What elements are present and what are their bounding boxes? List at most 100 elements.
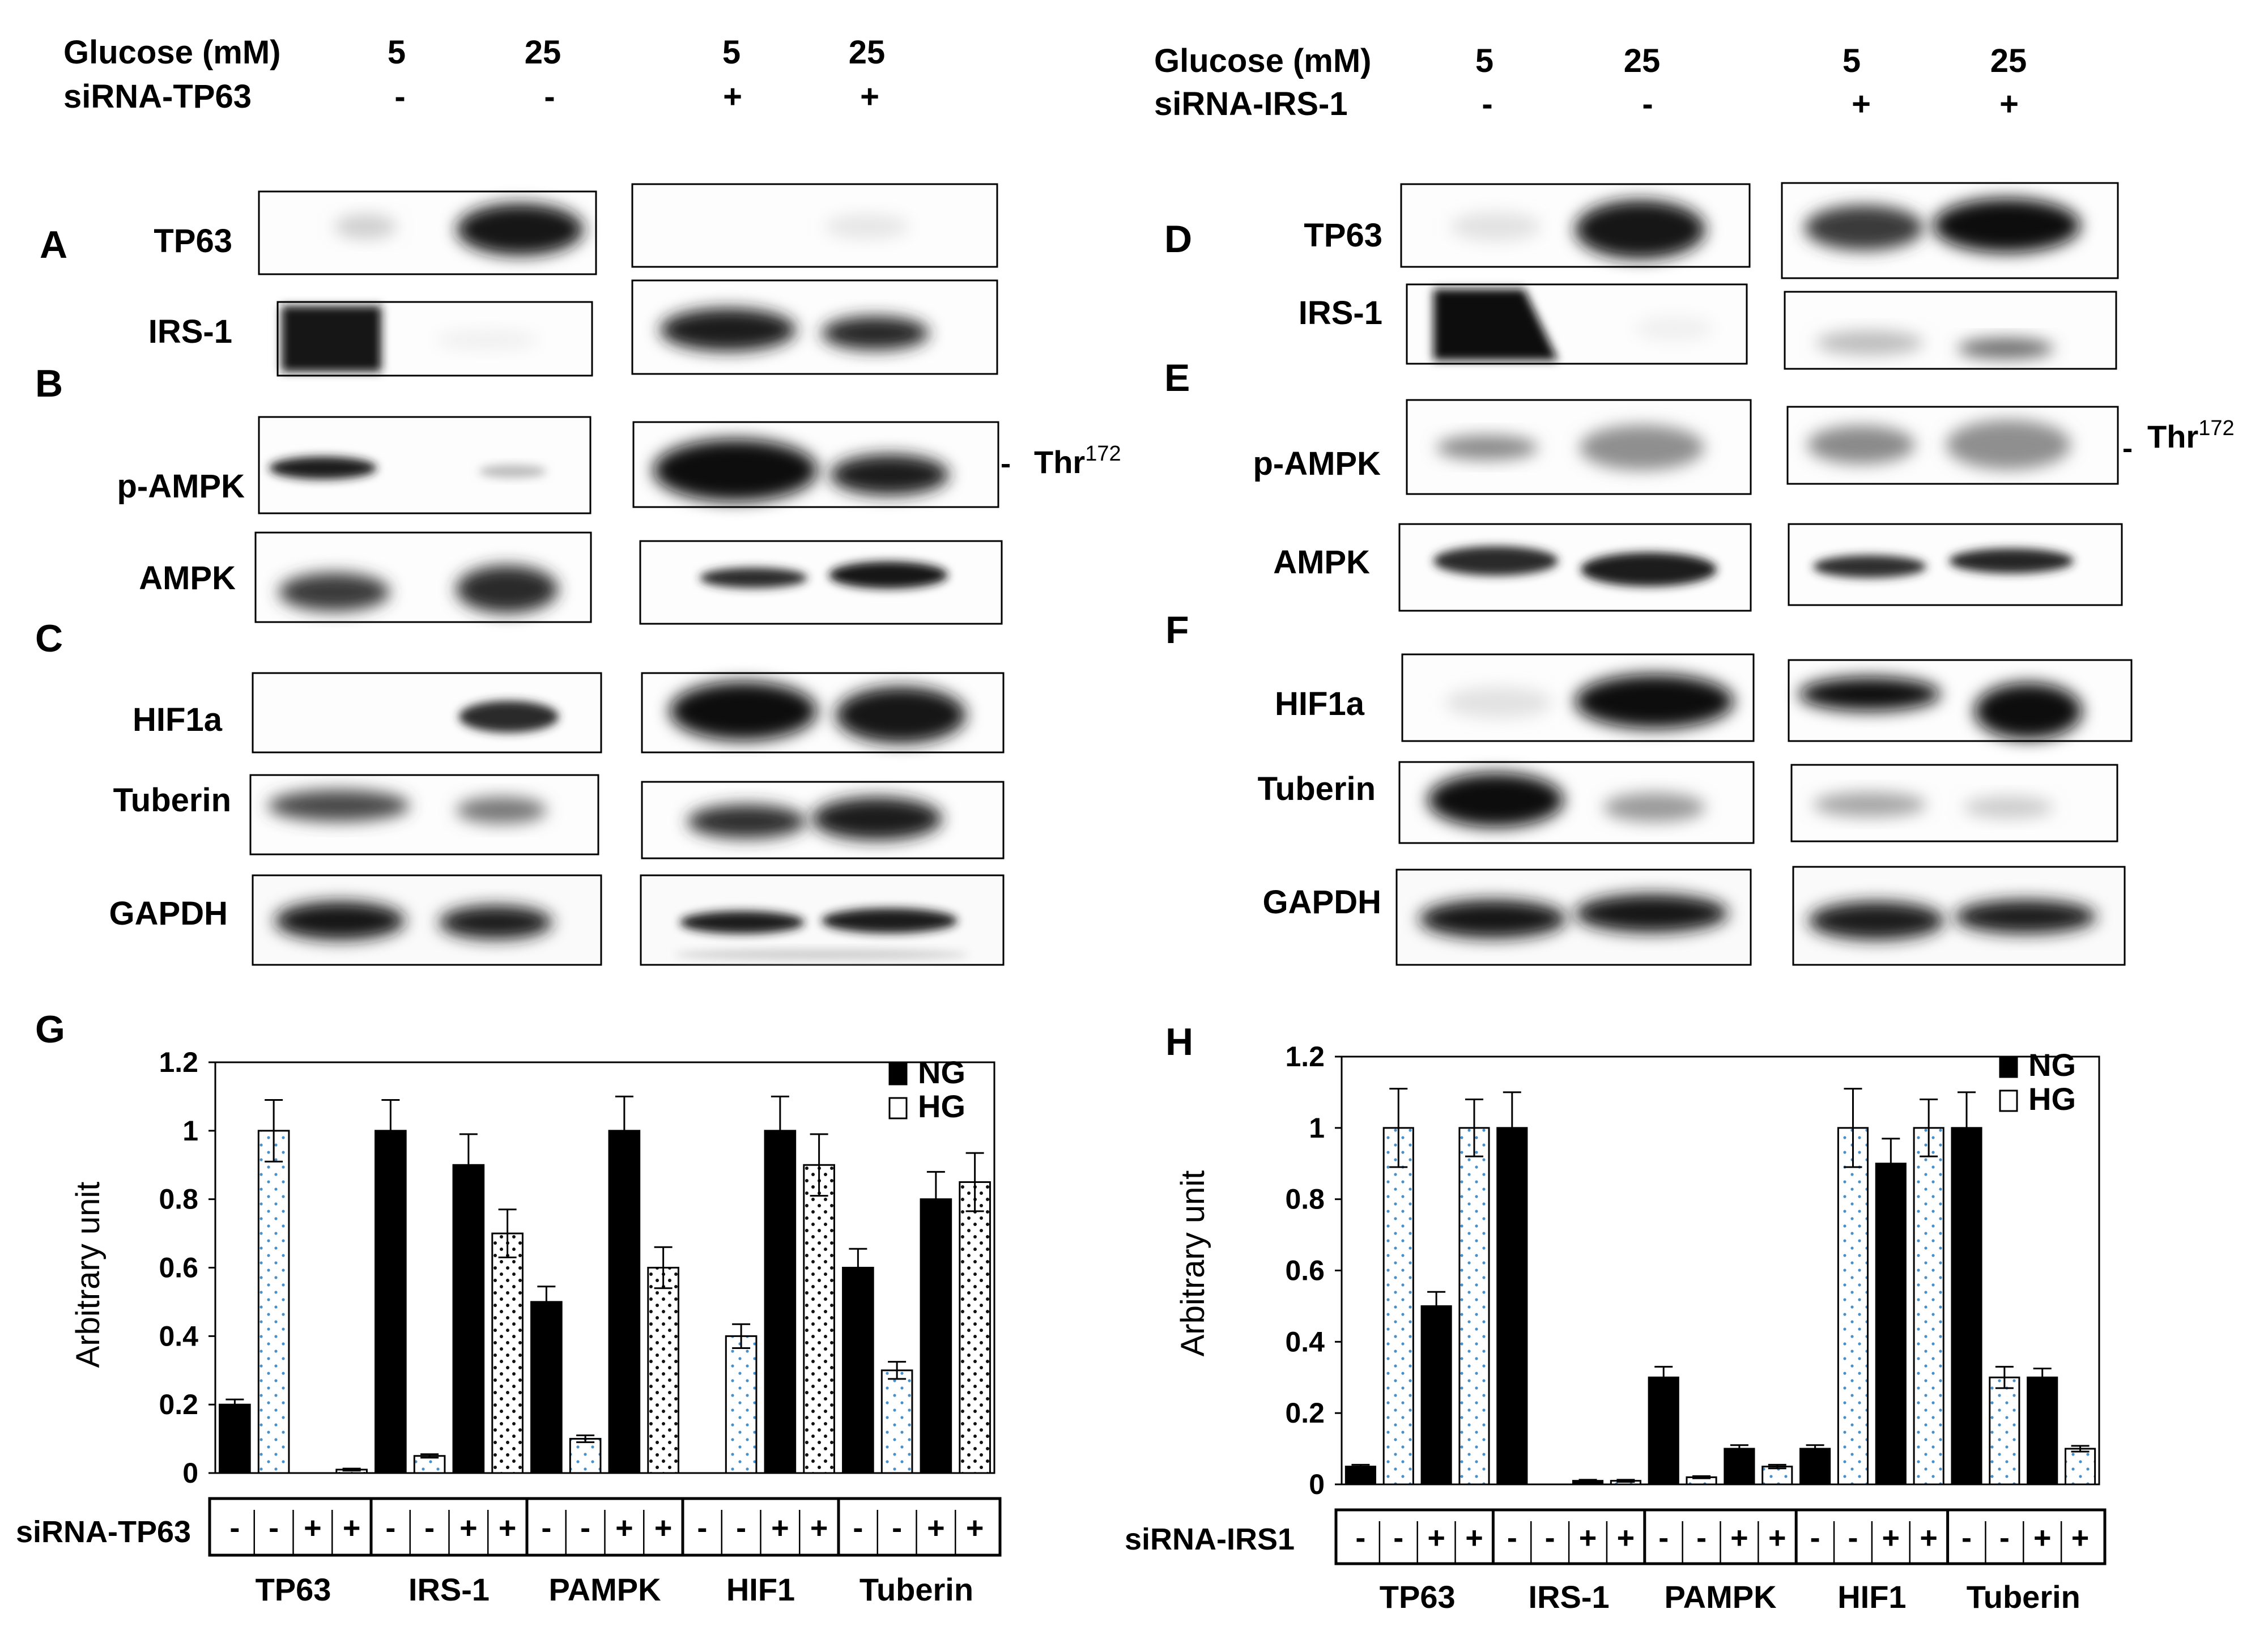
thr-label: Thr172 <box>1034 442 1121 480</box>
category-label: Tuberin <box>859 1572 973 1607</box>
sirna-row: - - + + - - + + - - + + - - + + - - + + <box>1334 1508 2107 1565</box>
legend-label: NG <box>918 1054 965 1090</box>
right-glucose-value: 25 <box>1990 42 2027 79</box>
right-glucose-value: 25 <box>1624 42 1661 79</box>
sirna-sign: - <box>1961 1521 1972 1555</box>
right-blots <box>1395 182 2133 966</box>
right-glucose-label: Glucose (mM) <box>1154 42 1372 79</box>
sirna-sign: - <box>580 1511 590 1545</box>
left-glucose-label: Glucose (mM) <box>63 34 281 71</box>
y-tick-label: 0.2 <box>159 1389 198 1420</box>
thr-label: Thr172 <box>2147 416 2235 454</box>
right-blot-labels: TP63 IRS-1 p-AMPK AMPK HIF1a Tuberin GAP… <box>1253 217 1382 921</box>
sirna-sign: + <box>1465 1521 1483 1555</box>
legend-swatch <box>888 1097 908 1120</box>
sirna-sign: + <box>2033 1521 2052 1555</box>
y-tick-label: 0 <box>182 1457 198 1489</box>
blot-image <box>1398 523 1752 612</box>
sirna-sign: - <box>541 1511 551 1545</box>
blot-image <box>1395 869 1752 966</box>
left-sirna-sign: - <box>544 78 555 115</box>
category-label: TP63 <box>1380 1579 1456 1615</box>
y-axis-label: Arbitrary unit <box>70 1182 107 1368</box>
sirna-sign: - <box>697 1511 707 1545</box>
chart-h: H Arbitrary unit 00.20.40.60.811.2 - - + + -… <box>1125 1020 2107 1615</box>
right-glucose-value: 5 <box>1843 42 1861 79</box>
y-tick-label: 0.4 <box>1285 1326 1325 1357</box>
blot-image <box>276 301 593 377</box>
sirna-sign: - <box>269 1511 279 1545</box>
sirna-sign: - <box>1658 1521 1669 1555</box>
left-sirna-label: siRNA-TP63 <box>63 78 252 115</box>
y-ticks: 0 0.2 0.4 0.6 0.8 1 1.2 <box>159 1046 215 1489</box>
panel-letter-c: C <box>35 617 63 660</box>
y-tick-label: 0.8 <box>159 1184 198 1215</box>
left-glucose-value: 5 <box>388 34 406 71</box>
sirna-sign: + <box>304 1511 322 1545</box>
blot-label-tuberin: Tuberin <box>113 782 231 819</box>
sirna-sign: - <box>1545 1521 1555 1555</box>
legend-label: HG <box>2028 1081 2076 1117</box>
panel-letter-b: B <box>35 362 63 405</box>
sirna-sign: - <box>1355 1521 1365 1555</box>
bar <box>452 1164 485 1474</box>
right-sirna-sign: - <box>1642 86 1653 122</box>
right-glucose-value: 5 <box>1475 42 1493 79</box>
bar <box>1420 1305 1452 1485</box>
bar <box>219 1403 251 1474</box>
bar <box>1837 1127 1869 1485</box>
blot-label-hif1a: HIF1a <box>133 701 223 738</box>
sirna-sign: + <box>2071 1521 2090 1555</box>
y-tick-label: 1 <box>182 1115 198 1147</box>
category-label: PAMPK <box>1664 1579 1776 1615</box>
blot-image <box>252 874 602 966</box>
sirna-sign: + <box>459 1511 478 1545</box>
sirna-sign: + <box>927 1511 945 1545</box>
blot-image <box>1786 406 2119 485</box>
sirna-sign: - <box>424 1511 435 1545</box>
sirna-sign: - <box>1999 1521 2010 1555</box>
blot-label-irs1: IRS-1 <box>148 313 232 350</box>
blot-image <box>254 531 592 623</box>
legend-label: HG <box>918 1088 965 1124</box>
bar <box>569 1438 602 1474</box>
left-glucose-value: 5 <box>722 34 741 71</box>
blot-image <box>641 781 1005 859</box>
left-thr-annotation: Thr172 <box>1002 442 1121 480</box>
sirna-sign: + <box>1579 1521 1597 1555</box>
bar <box>1951 1127 1982 1485</box>
y-tick-label: 0.6 <box>159 1252 198 1284</box>
blot-label-tuberin: Tuberin <box>1258 771 1376 807</box>
sirna-sign: + <box>343 1511 361 1545</box>
blot-image <box>641 672 1005 754</box>
panel-letter-g: G <box>35 1008 65 1051</box>
sirna-sign: - <box>736 1511 746 1545</box>
left-sirna-sign: + <box>860 78 879 115</box>
y-tick-label: 0.4 <box>159 1320 198 1352</box>
bar <box>1799 1448 1831 1485</box>
blot-label-gapdh: GAPDH <box>109 895 228 932</box>
y-tick-label: 1.2 <box>159 1046 198 1078</box>
sirna-row-label: siRNA-IRS1 <box>1125 1522 1295 1556</box>
blot-label-ampk: AMPK <box>139 560 236 597</box>
panel-letter-e: E <box>1164 356 1190 399</box>
bar <box>1496 1127 1528 1485</box>
right-header: Glucose (mM) siRNA-IRS-1 5 25 5 25 - - +… <box>1154 42 2027 122</box>
blot-image <box>1398 761 1755 844</box>
bar-layer <box>219 1095 991 1474</box>
bar <box>880 1369 913 1474</box>
y-tick-label: 0 <box>1309 1469 1325 1500</box>
bar <box>803 1164 835 1474</box>
blot-label-pampk: p-AMPK <box>117 468 245 505</box>
right-sirna-label: siRNA-IRS-1 <box>1154 86 1348 122</box>
blot-image <box>1788 659 2133 742</box>
sirna-sign: + <box>654 1511 673 1545</box>
chart-g: G Arbitrary unit 00.20.40.60.811.2 - - + + -… <box>16 1008 1002 1607</box>
category-labels: TP63 IRS-1 PAMPK HIF1 Tuberin <box>256 1572 974 1607</box>
blot-image <box>631 183 998 268</box>
sirna-sign: + <box>771 1511 789 1545</box>
left-sirna-sign: - <box>394 78 405 115</box>
left-header: Glucose (mM) siRNA-TP63 5 25 5 25 - - + … <box>63 34 885 115</box>
bar <box>1761 1466 1793 1485</box>
